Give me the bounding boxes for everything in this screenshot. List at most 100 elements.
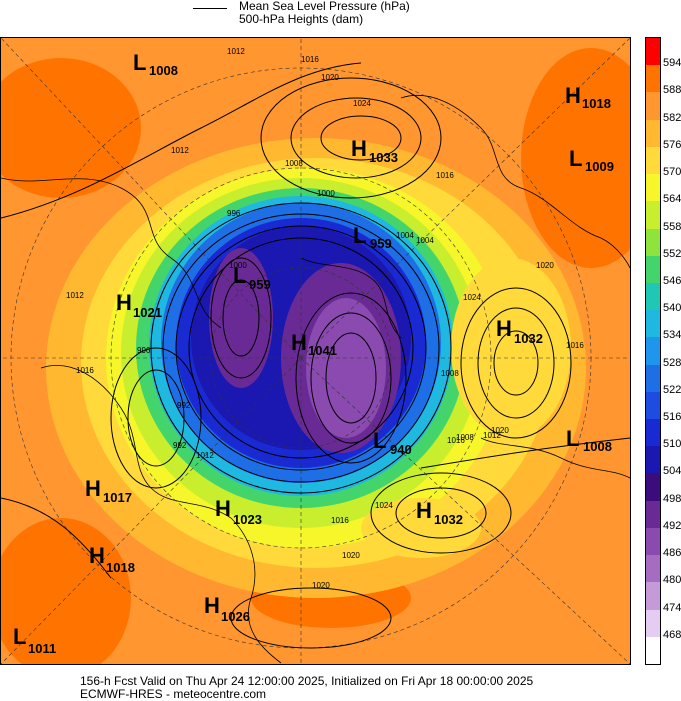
isobar-label: 996 xyxy=(227,209,241,218)
svg-text:H: H xyxy=(351,136,367,161)
low-959-west-central: L 959 xyxy=(233,263,271,292)
colorbar-cell xyxy=(646,146,660,175)
isobar-label: 1016 xyxy=(76,366,94,375)
svg-text:1008: 1008 xyxy=(149,63,178,78)
svg-text:H: H xyxy=(204,593,220,618)
svg-text:1021: 1021 xyxy=(133,305,162,320)
isobar-label: 1008 xyxy=(285,159,303,168)
height-field-480-central xyxy=(306,298,386,438)
isobar-label: 1012 xyxy=(227,47,245,56)
svg-text:L: L xyxy=(373,428,386,453)
colorbar-cell xyxy=(646,310,660,338)
forecast-valid-time: 156-h Fcst Valid on Thu Apr 24 12:00:00 … xyxy=(80,674,534,688)
colorbar-tick-label: 570 xyxy=(663,166,681,179)
high-1018-northeast: H 1018 xyxy=(565,83,611,111)
colorbar-cell xyxy=(646,636,660,665)
high-1023-south: H 1023 xyxy=(215,496,262,527)
colorbar-tick-label: 576 xyxy=(663,138,681,151)
colorbar-tick-label: 558 xyxy=(663,220,681,233)
isobar-label: 992 xyxy=(177,401,191,410)
height-field-588-blob xyxy=(1,58,141,198)
colorbar-tick-label: 528 xyxy=(663,356,681,369)
isobar-label: 1016 xyxy=(301,55,319,64)
svg-text:L: L xyxy=(13,624,26,649)
pressure-systems: L 1008 H 1033 H 1018 L 1009 L 959 L 959 H 1021 … xyxy=(13,50,614,656)
colorbar-tick-label: 552 xyxy=(663,247,681,260)
low-1009-east: L 1009 xyxy=(569,146,614,174)
height-field-588-blob xyxy=(1,518,131,664)
model-source: ECMWF-HRES - meteocentre.com xyxy=(80,687,267,701)
colorbar-cell xyxy=(646,527,660,556)
colorbar-cell xyxy=(646,38,660,66)
low-1008-southeast: L 1008 xyxy=(566,426,612,454)
colorbar-cell xyxy=(646,92,660,121)
colorbar-tick-label: 468 xyxy=(663,628,681,641)
svg-text:1026: 1026 xyxy=(221,609,250,624)
colorbar-cell xyxy=(646,201,660,229)
colorbar-cell xyxy=(646,473,660,502)
svg-text:1017: 1017 xyxy=(103,490,132,505)
isobar-label: 1008 xyxy=(441,369,459,378)
colorbar-tick-label: 498 xyxy=(663,492,681,505)
high-1026-south: H 1026 xyxy=(204,593,250,624)
colorbar-cell xyxy=(646,337,660,366)
svg-text:H: H xyxy=(116,290,132,315)
colorbar-cell xyxy=(646,228,660,257)
high-1018-southwest: H 1018 xyxy=(89,543,135,575)
high-1032-south-east: H 1032 xyxy=(416,498,463,527)
isobar-label: 1016 xyxy=(566,341,584,350)
svg-text:1018: 1018 xyxy=(106,560,135,575)
colorbar-cell xyxy=(646,364,660,393)
svg-text:H: H xyxy=(416,498,432,523)
colorbar-cell xyxy=(646,391,660,420)
colorbar-tick-label: 510 xyxy=(663,438,681,451)
isobar-label: 1016 xyxy=(447,436,465,445)
isobar-label: 1024 xyxy=(353,99,371,108)
svg-text:1041: 1041 xyxy=(308,343,337,358)
isobar-label: 1004 xyxy=(416,236,434,245)
svg-text:H: H xyxy=(89,543,105,568)
colorbar-tick-label: 504 xyxy=(663,465,681,478)
low-959-north-central: L 959 xyxy=(353,223,392,251)
isobar-label: 996 xyxy=(137,346,151,355)
svg-text:L: L xyxy=(569,146,582,171)
high-1041-pole: H 1041 xyxy=(291,330,337,358)
low-1011-corner: L 1011 xyxy=(13,624,56,656)
legend-heights-label: 500-hPa Heights (dam) xyxy=(239,12,364,26)
isobar-label: 1020 xyxy=(536,261,554,270)
colorbar-cell xyxy=(646,582,660,611)
svg-text:L: L xyxy=(133,50,146,75)
svg-text:L: L xyxy=(353,223,366,248)
svg-text:1032: 1032 xyxy=(514,331,543,346)
colorbar-tick-label: 492 xyxy=(663,519,681,532)
svg-text:L: L xyxy=(233,263,246,288)
svg-text:H: H xyxy=(565,83,581,108)
svg-text:1011: 1011 xyxy=(28,641,56,656)
height-field-588-blob xyxy=(521,48,630,268)
colorbar-cell xyxy=(646,119,660,148)
colorbar-tick-label: 474 xyxy=(663,601,681,614)
height-field-ridge-south xyxy=(361,498,481,558)
low-940-south-central: L 940 xyxy=(373,428,412,457)
svg-text:940: 940 xyxy=(390,442,412,457)
isobar-label: 992 xyxy=(173,441,187,450)
svg-text:959: 959 xyxy=(370,236,392,251)
high-1021-west: H 1021 xyxy=(116,290,162,320)
colorbar-cell xyxy=(646,282,660,311)
colorbar-tick-label: 516 xyxy=(663,411,681,424)
legend-mslp-label: Mean Sea Level Pressure (hPa) xyxy=(239,0,410,13)
high-1017-southwest: H 1017 xyxy=(85,476,132,505)
svg-text:1018: 1018 xyxy=(582,96,611,111)
legend-line-sample xyxy=(193,8,227,9)
colorbar-cell xyxy=(646,609,660,638)
isobar-label: 1020 xyxy=(491,426,509,435)
svg-text:1008: 1008 xyxy=(583,439,612,454)
svg-text:1032: 1032 xyxy=(434,512,463,527)
colorbar-cell xyxy=(646,446,660,474)
isobar-label: 1016 xyxy=(436,171,454,180)
coastlines xyxy=(1,94,630,664)
colorbar-cell xyxy=(646,65,660,93)
svg-text:H: H xyxy=(291,330,307,355)
svg-text:H: H xyxy=(496,316,512,341)
high-1033-north: H 1033 xyxy=(351,136,398,165)
